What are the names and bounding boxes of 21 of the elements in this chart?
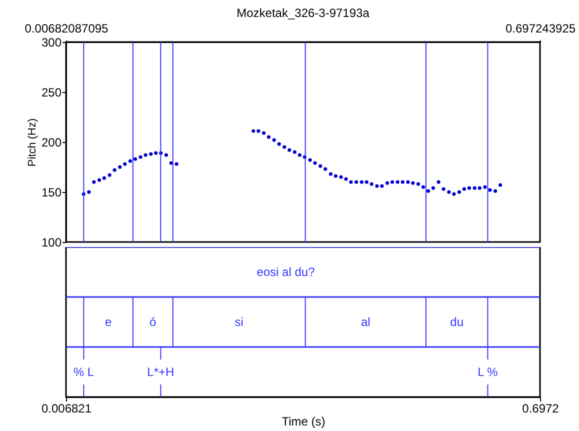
text: L*+H — [147, 365, 174, 379]
y-tick-label: 300 — [41, 36, 62, 50]
y-tick-label: 100 — [41, 236, 62, 250]
text: Time (s) — [282, 414, 326, 428]
text: e — [104, 315, 112, 329]
chart-title: Mozketak_326-3-97193a — [236, 6, 370, 20]
text: 0.006821 — [41, 402, 92, 416]
text: al — [360, 315, 370, 329]
y-tick-label: 150 — [41, 186, 62, 200]
x-tick-label: 0.00682087095 — [24, 22, 109, 36]
y-tick-label: 250 — [41, 86, 62, 100]
text: 0.6972 — [522, 402, 560, 416]
text: du — [450, 315, 464, 329]
text: eosi al du? — [256, 265, 316, 279]
y-tick-label: 200 — [41, 136, 62, 150]
text: si — [234, 315, 244, 329]
text: % L — [73, 365, 94, 379]
y-axis-title: Pitch (Hz) — [26, 118, 38, 167]
text: ó — [150, 315, 157, 329]
text: L % — [478, 365, 498, 379]
x-tick-label: 0.697243925 — [505, 22, 576, 36]
